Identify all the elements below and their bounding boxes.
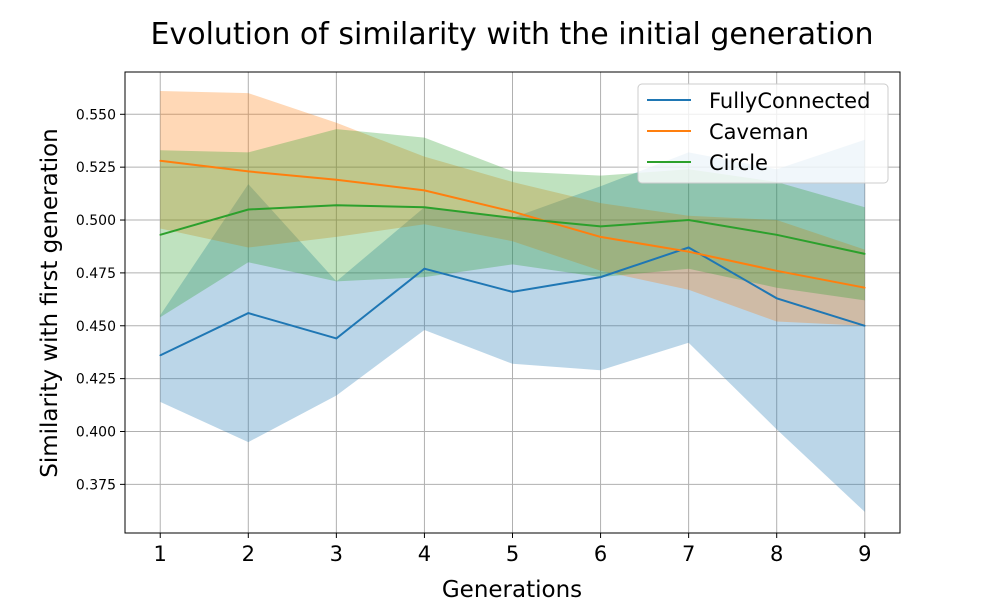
- data-point-caveman: [159, 160, 162, 162]
- data-point-caveman: [511, 210, 514, 213]
- data-point-circle: [599, 225, 602, 228]
- data-point-circle: [775, 234, 778, 236]
- data-point-caveman: [599, 236, 602, 238]
- data-point-circle: [687, 219, 690, 221]
- y-tick-label: 0.475: [76, 266, 116, 282]
- y-tick-label: 0.450: [76, 319, 116, 335]
- data-point-circle: [335, 204, 338, 207]
- legend-box: [637, 83, 889, 184]
- confidence-band-caveman: [160, 91, 865, 326]
- data-point-caveman: [687, 250, 690, 253]
- data-point-fullyconnected: [423, 267, 426, 270]
- x-tick-label: 3: [330, 542, 343, 566]
- y-axis-label: Similarity with first generation: [37, 128, 63, 478]
- confidence-band-fullyconnected: [160, 139, 865, 512]
- data-point-circle: [511, 217, 514, 219]
- x-tick-label: 2: [242, 542, 255, 566]
- y-tick-label: 0.425: [76, 372, 116, 388]
- data-point-fullyconnected: [159, 354, 162, 357]
- data-point-caveman: [775, 269, 778, 272]
- y-tick-label: 0.400: [76, 424, 116, 440]
- x-axis-ticks: 1 2 3 4 5 6 7 8 9: [154, 533, 871, 566]
- chart-title: Evolution of similarity with the initial…: [151, 17, 874, 52]
- y-tick-label: 0.550: [76, 107, 116, 123]
- data-point-fullyconnected: [863, 324, 866, 327]
- data-point-fullyconnected: [511, 291, 514, 293]
- data-point-fullyconnected: [335, 337, 338, 340]
- data-point-fullyconnected: [599, 276, 602, 278]
- data-point-circle: [159, 234, 162, 236]
- legend-label: FullyConnected: [709, 89, 870, 113]
- data-point-caveman: [863, 286, 866, 289]
- legend-label: Circle: [709, 151, 768, 175]
- x-axis-label: Generations: [442, 577, 582, 600]
- x-tick-label: 1: [154, 542, 167, 566]
- data-point-circle: [247, 208, 250, 211]
- data-point-caveman: [335, 179, 338, 181]
- x-tick-label: 8: [770, 542, 783, 566]
- data-point-caveman: [423, 189, 426, 192]
- y-axis-ticks: 0.375 0.400 0.425 0.450 0.475 0.500 0.525 0.550: [76, 107, 125, 493]
- legend-label: Caveman: [709, 120, 809, 144]
- y-tick-label: 0.500: [76, 213, 116, 229]
- y-tick-label: 0.375: [76, 477, 116, 493]
- data-point-fullyconnected: [687, 246, 690, 249]
- grid: [125, 72, 900, 533]
- x-tick-label: 4: [418, 542, 431, 566]
- x-tick-label: 9: [858, 542, 871, 566]
- data-point-circle: [423, 206, 426, 209]
- data-point-fullyconnected: [775, 297, 778, 300]
- data-point-fullyconnected: [247, 312, 250, 314]
- x-tick-label: 7: [682, 542, 695, 566]
- x-tick-label: 5: [506, 542, 519, 566]
- series-lines: [159, 159, 866, 357]
- data-point-caveman: [247, 170, 250, 173]
- x-tick-label: 6: [594, 542, 607, 566]
- legend: FullyConnected Caveman Circle: [637, 83, 889, 184]
- y-tick-label: 0.525: [76, 160, 116, 176]
- data-point-circle: [863, 253, 866, 255]
